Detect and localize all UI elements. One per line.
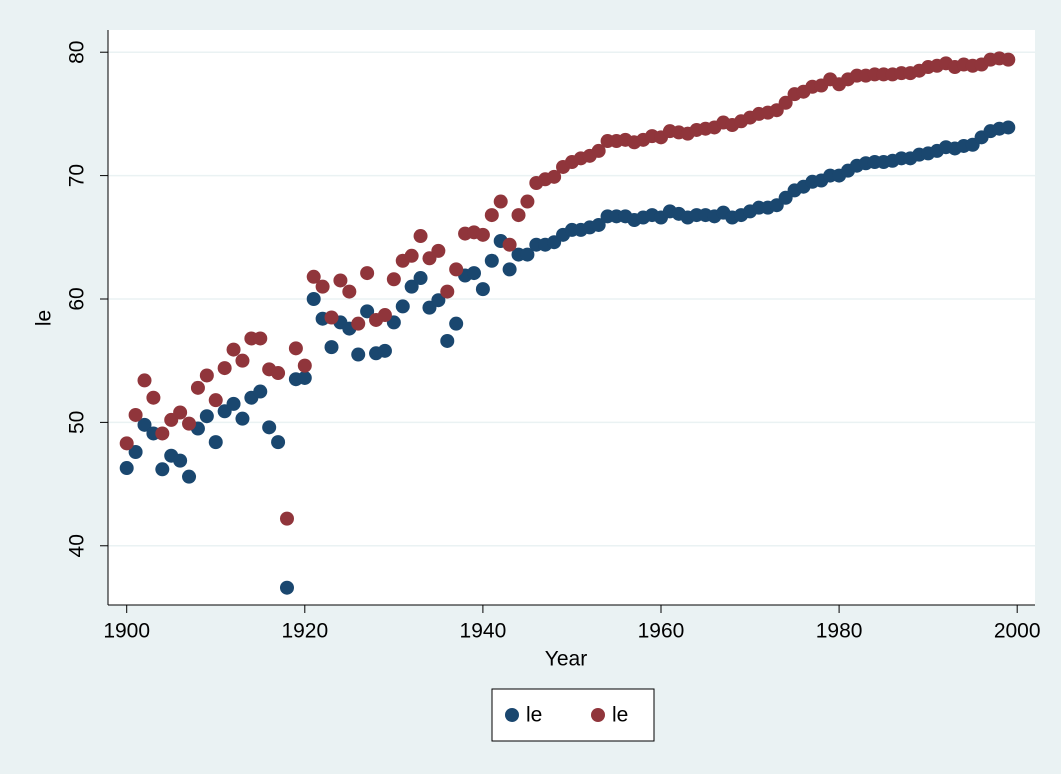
- legend-marker: [591, 708, 605, 722]
- data-point: [297, 370, 312, 385]
- data-point: [155, 462, 170, 477]
- data-point: [173, 405, 188, 420]
- x-tick-label: 1960: [638, 620, 685, 643]
- plot-area: [108, 30, 1035, 605]
- y-tick-label: 40: [66, 534, 89, 557]
- data-point: [377, 343, 392, 358]
- data-point: [449, 262, 464, 277]
- data-point: [404, 279, 419, 294]
- data-point: [306, 269, 321, 284]
- data-point: [199, 409, 214, 424]
- y-tick-label: 70: [66, 164, 89, 187]
- data-point: [315, 279, 330, 294]
- x-tick-label: 1900: [103, 620, 150, 643]
- data-point: [226, 342, 241, 357]
- data-point: [146, 390, 161, 405]
- data-point: [128, 444, 143, 459]
- data-point: [333, 273, 348, 288]
- legend-label: le: [526, 704, 542, 727]
- data-point: [217, 361, 232, 376]
- data-point: [502, 262, 517, 277]
- data-point: [137, 373, 152, 388]
- y-axis-title: le: [33, 310, 56, 326]
- legend-marker: [505, 708, 519, 722]
- data-point: [1001, 52, 1016, 67]
- data-point: [279, 580, 294, 595]
- data-point: [591, 217, 606, 232]
- data-point: [360, 266, 375, 281]
- data-point: [377, 308, 392, 323]
- data-point: [440, 333, 455, 348]
- data-point: [395, 299, 410, 314]
- data-point: [449, 316, 464, 331]
- data-point: [502, 237, 517, 252]
- data-point: [351, 316, 366, 331]
- data-point: [297, 358, 312, 373]
- data-point: [137, 417, 152, 432]
- data-point: [119, 436, 134, 451]
- data-point: [440, 284, 455, 299]
- data-point: [484, 253, 499, 268]
- x-tick-label: 2000: [994, 620, 1041, 643]
- data-point: [324, 310, 339, 325]
- data-point: [208, 393, 223, 408]
- data-point: [360, 304, 375, 319]
- data-point: [1001, 120, 1016, 135]
- data-point: [475, 282, 490, 297]
- data-point: [119, 461, 134, 476]
- data-point: [511, 208, 526, 223]
- data-point: [271, 366, 286, 381]
- data-point: [306, 291, 321, 306]
- data-point: [199, 368, 214, 383]
- data-point: [208, 435, 223, 450]
- y-tick-label: 50: [66, 411, 89, 434]
- data-point: [431, 243, 446, 258]
- data-point: [520, 194, 535, 209]
- x-tick-label: 1980: [816, 620, 863, 643]
- data-point: [190, 380, 205, 395]
- data-point: [351, 347, 366, 362]
- data-point: [128, 407, 143, 422]
- data-point: [324, 340, 339, 355]
- data-point: [182, 469, 197, 484]
- data-point: [288, 341, 303, 356]
- data-point: [493, 194, 508, 209]
- data-point: [342, 284, 357, 299]
- data-point: [386, 272, 401, 287]
- data-point: [475, 227, 490, 242]
- data-point: [253, 331, 268, 346]
- data-point: [253, 384, 268, 399]
- x-tick-label: 1940: [460, 620, 507, 643]
- data-point: [413, 229, 428, 244]
- data-point: [547, 169, 562, 184]
- data-point: [279, 511, 294, 526]
- data-point: [235, 353, 250, 368]
- data-point: [235, 411, 250, 426]
- data-point: [182, 416, 197, 431]
- y-tick-label: 60: [66, 287, 89, 310]
- data-point: [271, 435, 286, 450]
- data-point: [778, 95, 793, 110]
- data-point: [413, 271, 428, 286]
- data-point: [466, 266, 481, 281]
- data-point: [226, 396, 241, 411]
- data-point: [431, 293, 446, 308]
- x-axis-title: Year: [545, 648, 587, 671]
- x-tick-label: 1920: [281, 620, 328, 643]
- data-point: [262, 420, 277, 435]
- data-point: [155, 426, 170, 441]
- y-tick-label: 80: [66, 41, 89, 64]
- data-point: [520, 247, 535, 262]
- legend-label: le: [612, 704, 628, 727]
- data-point: [591, 143, 606, 158]
- data-point: [484, 208, 499, 223]
- data-point: [173, 453, 188, 468]
- data-point: [404, 248, 419, 263]
